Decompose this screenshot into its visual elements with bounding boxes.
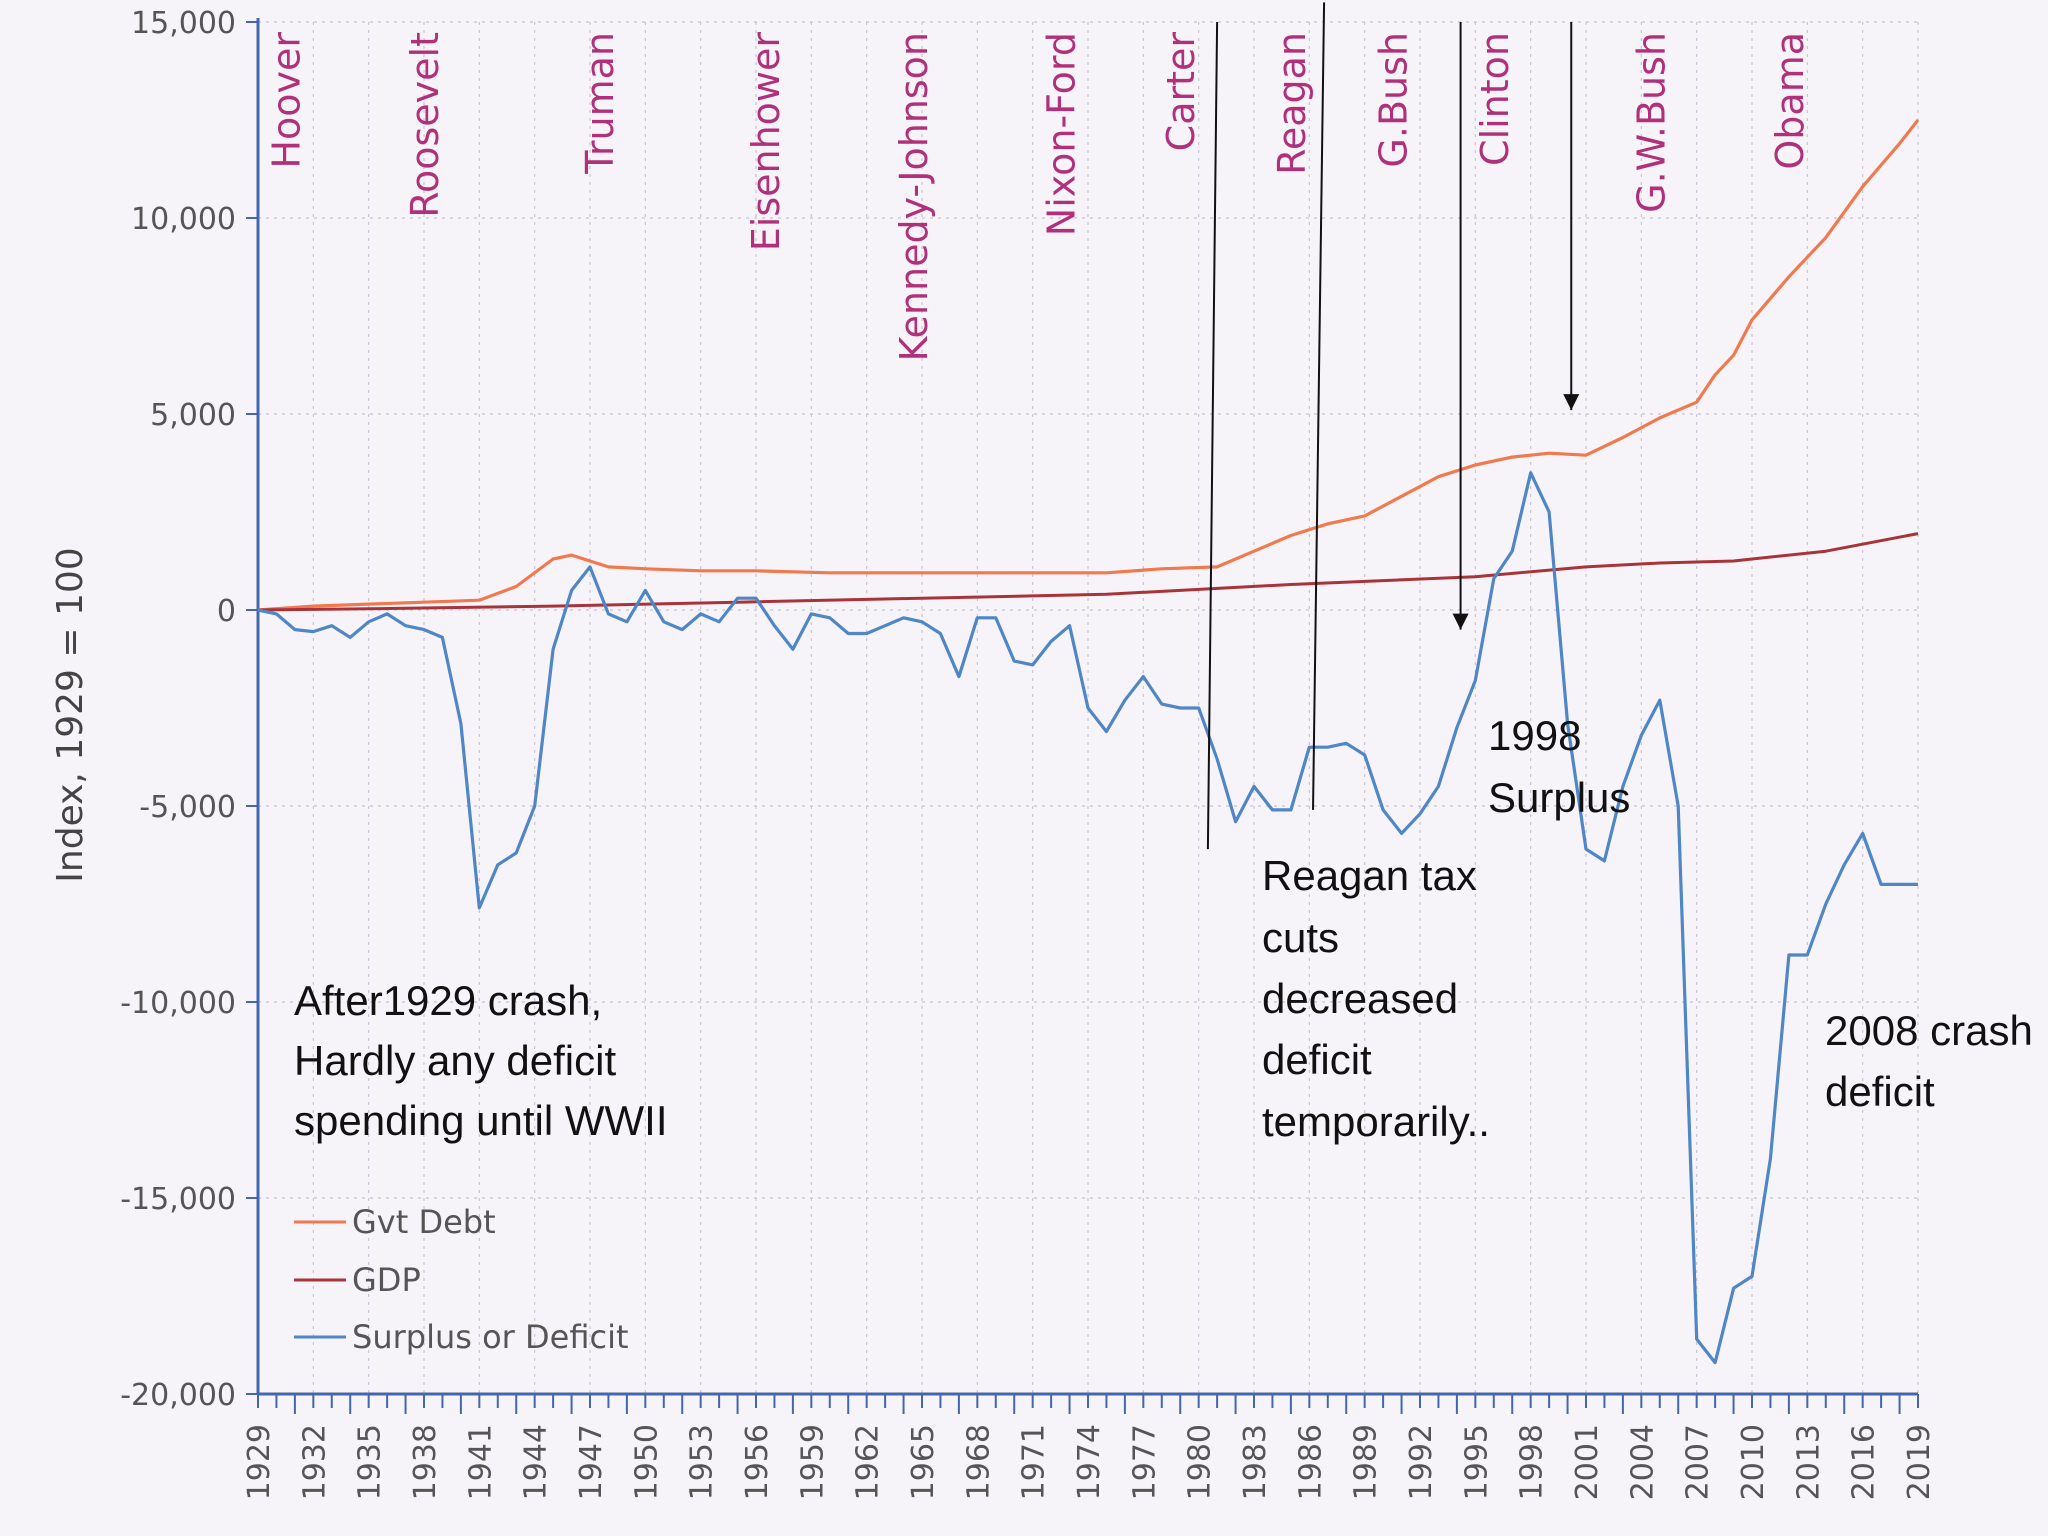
x-tick-label: 1977 (1127, 1424, 1162, 1500)
x-tick-label: 1998 (1515, 1424, 1550, 1500)
y-axis-label: Index, 1929 = 100 (50, 547, 91, 882)
administration-label: Hoover (265, 32, 309, 169)
x-tick-label: 2019 (1902, 1424, 1937, 1500)
annotation-arrows (1206, 2, 1580, 850)
annotation-arrowhead (1452, 613, 1469, 630)
x-tick-label: 1968 (961, 1424, 996, 1500)
y-tick-label: 15,000 (131, 6, 236, 41)
x-tick-label: 1965 (906, 1424, 941, 1500)
axes-layer: 15,000 10,000 5,000 0 -5,000 -10,000 -15,000 -2… (120, 6, 1937, 1500)
x-tick-label: 1971 (1017, 1424, 1052, 1500)
x-tick-label: 2010 (1736, 1424, 1771, 1500)
legend: Gvt Debt GDP Surplus or Deficit (294, 1203, 629, 1356)
y-tick-label: -15,000 (120, 1182, 236, 1217)
administration-label: Reagan (1270, 32, 1314, 175)
x-tick-label: 1974 (1072, 1424, 1107, 1500)
annotation-1998-surplus: 1998 Surplus (1488, 712, 1630, 821)
annotation-line: Surplus (1488, 774, 1630, 821)
annotation-reagan: Reagan tax cuts decreased deficit tempor… (1262, 852, 1490, 1145)
y-tick-label: 5,000 (150, 398, 236, 433)
x-tick-label: 1938 (408, 1424, 443, 1500)
x-tick-label: 1947 (574, 1424, 609, 1500)
annotation-line: temporarily.. (1262, 1098, 1490, 1145)
administration-labels: Hoover Roosevelt Truman Eisenhower Kennedy-J… (265, 32, 1812, 362)
annotation-line: 2008 crash (1825, 1007, 2033, 1054)
annotation-line: 1998 (1488, 712, 1581, 759)
annotation-line: spending until WWII (294, 1097, 668, 1144)
administration-label: G.Bush (1371, 32, 1415, 168)
x-tick-label: 1989 (1349, 1424, 1384, 1500)
legend-label-gvt-debt: Gvt Debt (352, 1203, 496, 1241)
x-tick-label: 1962 (851, 1424, 886, 1500)
annotation-pointer-line (1312, 2, 1326, 810)
administration-label: G.W.Bush (1630, 32, 1674, 213)
legend-label-surplus-deficit: Surplus or Deficit (352, 1318, 629, 1356)
x-tick-label: 2007 (1681, 1424, 1716, 1500)
annotation-line: deficit (1825, 1068, 1935, 1115)
administration-label: Carter (1159, 32, 1203, 152)
x-tick-label: 1980 (1183, 1424, 1218, 1500)
administration-label: Nixon-Ford (1039, 32, 1083, 236)
annotation-line: decreased (1262, 975, 1458, 1022)
series-line-gvt-debt (257, 119, 1920, 612)
x-tick-label: 1941 (463, 1424, 498, 1500)
annotation-line: cuts (1262, 914, 1339, 961)
annotation-1929-crash: After1929 crash, Hardly any deficit spen… (294, 977, 668, 1144)
x-tick-label: 2004 (1625, 1424, 1660, 1500)
administration-label: Truman (578, 32, 622, 175)
annotation-line: After1929 crash, (294, 977, 602, 1024)
x-tick-label: 1932 (297, 1424, 332, 1500)
x-tick-label: 1956 (740, 1424, 775, 1500)
x-tick-label: 1992 (1404, 1424, 1439, 1500)
series-layer (257, 119, 1920, 1365)
x-tick-label: 1950 (629, 1424, 664, 1500)
y-tick-label: 10,000 (131, 202, 236, 237)
y-tick-label: 0 (217, 594, 236, 629)
series-line-surplus-or-deficit (257, 471, 1918, 1365)
annotation-arrowhead (1563, 394, 1580, 411)
x-tick-label: 1995 (1459, 1424, 1494, 1500)
x-tick-label: 1944 (519, 1424, 554, 1500)
x-tick-label: 1983 (1238, 1424, 1273, 1500)
x-tick-label: 2016 (1847, 1424, 1882, 1500)
y-tick-label: -20,000 (120, 1378, 236, 1413)
y-tick-label: -5,000 (139, 790, 236, 825)
x-tick-label: 1959 (795, 1424, 830, 1500)
administration-label: Roosevelt (403, 32, 447, 218)
x-tick-label: 1986 (1293, 1424, 1328, 1500)
administration-label: Clinton (1473, 32, 1517, 166)
x-tick-label: 1953 (685, 1424, 720, 1500)
annotation-pointer-line (1206, 21, 1219, 850)
annotation-line: Reagan tax (1262, 852, 1477, 899)
administration-label: Eisenhower (744, 32, 788, 252)
administration-label: Kennedy-Johnson (892, 32, 936, 361)
series-line-gdp (257, 532, 1919, 612)
x-tick-label: 2001 (1570, 1424, 1605, 1500)
y-tick-label: -10,000 (120, 986, 236, 1021)
x-tick-label: 1935 (353, 1424, 388, 1500)
legend-label-gdp: GDP (352, 1261, 421, 1299)
x-tick-label: 2013 (1791, 1424, 1826, 1500)
annotation-line: Hardly any deficit (294, 1037, 616, 1084)
annotation-2008-crash: 2008 crash deficit (1825, 1007, 2033, 1115)
annotation-line: deficit (1262, 1036, 1372, 1083)
x-tick-label: 1929 (242, 1424, 277, 1500)
administration-label: Obama (1768, 32, 1812, 170)
